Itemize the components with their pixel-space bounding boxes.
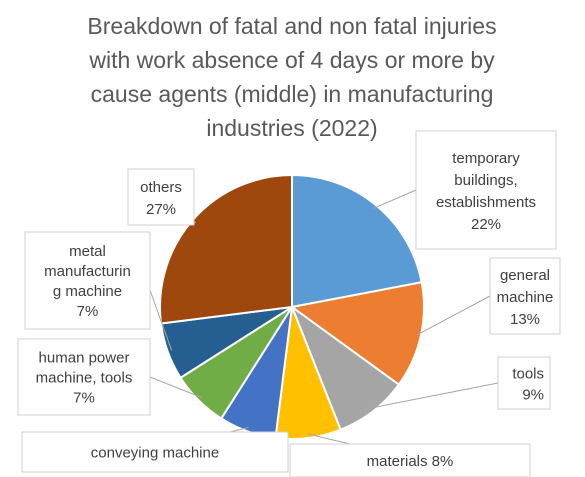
data-label-human-power-machine-tools: human power machine, tools 7% xyxy=(17,338,151,416)
leader-line-human-power-machine-tools xyxy=(149,376,202,398)
data-label-text: machine, tools xyxy=(36,370,133,387)
data-label-text: 22% xyxy=(471,216,501,233)
data-label-text: g machine xyxy=(53,283,122,300)
data-label-text: others xyxy=(140,179,182,196)
data-label-text: tools xyxy=(512,365,544,382)
data-label-text: human power xyxy=(39,350,130,367)
leader-line-conveying-machine xyxy=(229,426,249,433)
data-label-metal-manufacturing-machine: metal manufacturin g machine 7% xyxy=(24,231,151,330)
leader-lines xyxy=(149,189,499,445)
data-label-conveying-machine: conveying machine xyxy=(21,431,289,473)
data-label-text: buildings, xyxy=(454,172,517,189)
data-label-text: temporary xyxy=(452,150,520,167)
data-label-others: others 27% xyxy=(127,168,195,226)
leader-line-tools xyxy=(370,382,499,409)
leader-line-temporary-buildings-establishments xyxy=(373,189,417,209)
chart-title-line: Breakdown of fatal and non fatal injurie… xyxy=(87,13,496,39)
data-label-box xyxy=(415,130,557,250)
data-label-text: 7% xyxy=(73,390,95,407)
data-label-text: metal xyxy=(69,243,106,260)
data-label-general-machine: general machine 13% xyxy=(489,257,561,335)
data-label-box xyxy=(289,443,531,477)
data-labels: temporary buildings, establishments 22% gene… xyxy=(17,130,561,477)
data-label-box xyxy=(24,231,151,330)
data-label-box xyxy=(127,168,195,226)
data-label-text: general xyxy=(500,267,550,284)
data-label-box xyxy=(21,431,289,473)
pie-slice-general-machine xyxy=(289,281,425,386)
leader-line-materials xyxy=(307,433,351,445)
data-label-tools: tools 9% xyxy=(497,356,551,410)
data-label-temporary-buildings-establishments: temporary buildings, establishments 22% xyxy=(415,130,557,250)
chart-title-line: with work absence of 4 days or more by xyxy=(88,47,495,73)
leader-line-general-machine xyxy=(416,295,491,336)
pie-slices xyxy=(159,173,425,440)
chart-title-line: industries (2022) xyxy=(206,115,377,141)
data-label-text: materials 8% xyxy=(367,453,454,470)
data-label-text: 27% xyxy=(146,201,176,218)
data-label-materials: materials 8% xyxy=(289,443,531,477)
data-label-text: manufacturin xyxy=(44,263,131,280)
data-label-text: machine xyxy=(497,289,554,306)
data-label-text: 7% xyxy=(77,303,99,320)
leader-line-metal-manufacturing-machine xyxy=(149,289,173,351)
data-label-box xyxy=(489,257,561,335)
data-label-text: 9% xyxy=(522,386,544,403)
data-label-box xyxy=(17,338,151,416)
data-label-text: establishments xyxy=(436,194,536,211)
data-label-box xyxy=(497,356,551,410)
chart-title-line: cause agents (middle) in manufacturing xyxy=(91,81,494,107)
data-label-text: 13% xyxy=(510,311,540,328)
chart-title: Breakdown of fatal and non fatal injurie… xyxy=(87,13,496,141)
data-label-text: conveying machine xyxy=(91,445,219,462)
pie-slice-temporary-buildings-establishments xyxy=(291,173,423,309)
